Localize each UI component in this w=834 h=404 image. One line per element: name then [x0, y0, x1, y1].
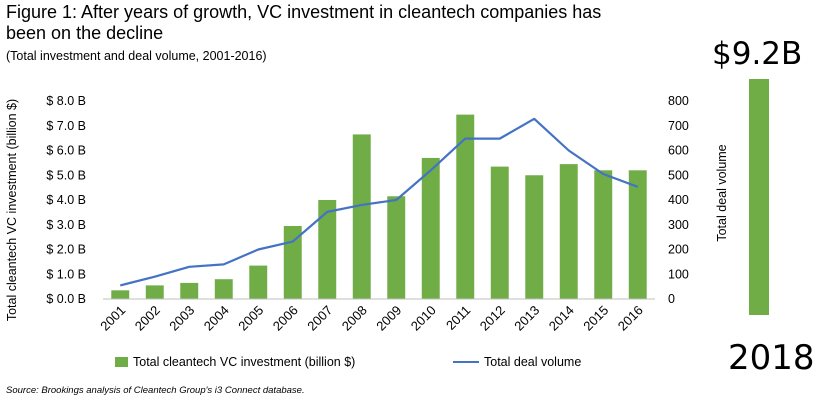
side-chart: Total deal volume	[715, 79, 769, 315]
y2-tick-label: 400	[668, 193, 689, 207]
main-chart: $ 0.0 B $ 1.0 B $ 2.0 B $ 3.0 B $ 4.0 B $ 5.0…	[5, 94, 689, 334]
y2-tick-label: 600	[668, 144, 689, 158]
legend-swatch-line	[453, 361, 479, 363]
y2-tick-label: 800	[668, 94, 689, 108]
y2-tick-label: 700	[668, 119, 689, 133]
x-tick-label: 2002	[132, 303, 163, 334]
y-tick-label: $ 7.0 B	[46, 119, 86, 133]
bar-investment	[352, 134, 371, 299]
bar-investment	[628, 170, 647, 299]
legend-item-investment: Total cleantech VC investment (billion $…	[115, 355, 355, 369]
bar-investment	[421, 157, 440, 299]
x-tick-label: 2007	[304, 303, 335, 334]
x-tick-label: 2010	[408, 303, 439, 334]
y2-tick-label: 0	[668, 292, 675, 306]
line-deal-volume	[119, 117, 639, 287]
y-tick-label: $ 0.0 B	[46, 292, 86, 306]
x-tick-label: 2012	[477, 303, 508, 334]
y2-tick-label: 200	[668, 243, 689, 257]
side-axis-title: Total deal volume	[715, 144, 729, 241]
bar-investment	[525, 175, 544, 299]
x-tick-label: 2001	[97, 303, 128, 334]
chart-subtitle: (Total investment and deal volume, 2001-…	[6, 49, 267, 63]
x-tick-label: 2014	[546, 303, 577, 334]
bar-investment	[387, 196, 406, 299]
y-tick-label: $ 6.0 B	[46, 144, 86, 158]
bar-investment	[283, 225, 302, 299]
x-tick-label: 2009	[373, 303, 404, 334]
bar-investment	[490, 166, 509, 299]
x-tick-label: 2006	[270, 303, 301, 334]
y-tick-label: $ 8.0 B	[46, 94, 86, 108]
bar-investment	[456, 114, 475, 299]
y2-tick-label: 500	[668, 168, 689, 182]
bar-investment	[318, 200, 337, 299]
side-value-label: $9.2B	[712, 36, 803, 72]
bar-investment	[594, 170, 613, 299]
bar-investment	[559, 164, 578, 299]
x-tick-label: 2011	[443, 303, 473, 333]
x-tick-label: 2016	[615, 303, 646, 334]
source-note: Source: Brookings analysis of Cleantech …	[6, 385, 305, 396]
x-tick-label: 2004	[201, 303, 232, 334]
legend-label-deal-volume: Total deal volume	[484, 355, 582, 369]
y2-tick-label: 100	[668, 267, 689, 281]
x-tick-label: 2008	[339, 303, 370, 334]
x-tick-label: 2013	[511, 303, 542, 334]
x-tick-label: 2003	[166, 303, 197, 334]
legend-label-investment: Total cleantech VC investment (billion $…	[133, 355, 356, 369]
bar-investment	[111, 290, 130, 299]
bar-investment	[145, 285, 164, 299]
chart-title: Figure 1: After years of growth, VC inve…	[6, 2, 602, 43]
y-tick-label: $ 4.0 B	[46, 193, 86, 207]
y-tick-label: $ 1.0 B	[46, 267, 86, 281]
legend-swatch-bar	[115, 357, 128, 367]
y-axis-title: Total cleantech VC investment (billion $…	[5, 99, 19, 321]
y-tick-label: $ 2.0 B	[46, 243, 86, 257]
legend-item-deal-volume: Total deal volume	[453, 355, 581, 369]
bar-investment	[214, 279, 233, 299]
x-tick-label: 2005	[235, 303, 266, 334]
bar-investment	[249, 265, 268, 299]
bar-2018	[749, 79, 769, 315]
y-tick-label: $ 3.0 B	[46, 218, 86, 232]
bar-investment	[180, 282, 199, 299]
y2-tick-label: 300	[668, 218, 689, 232]
side-year-label: 2018	[728, 338, 815, 378]
x-tick-label: 2015	[580, 303, 611, 334]
y-tick-label: $ 5.0 B	[46, 168, 86, 182]
